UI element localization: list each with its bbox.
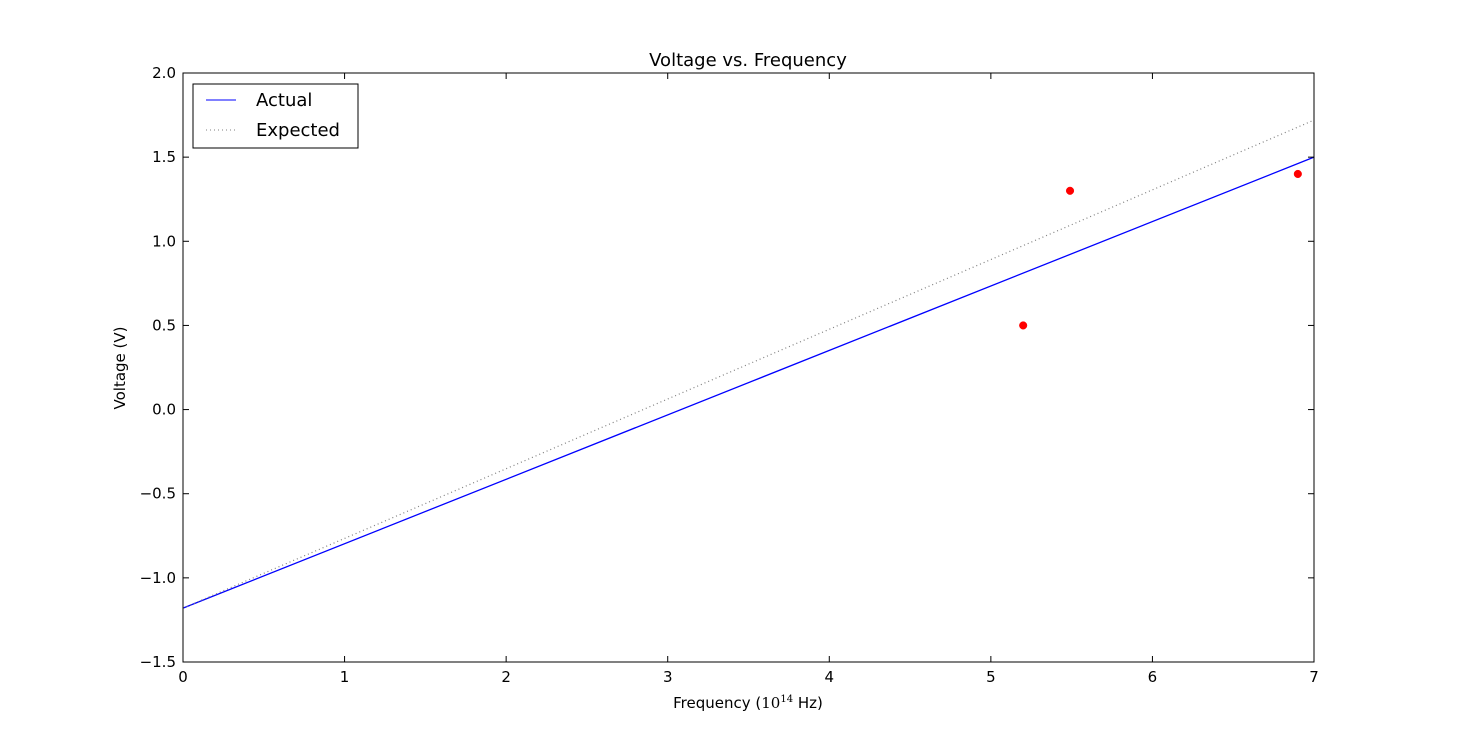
plot-points xyxy=(1019,169,1302,330)
x-tick-label: 1 xyxy=(340,668,350,686)
y-axis-label: Voltage (V) xyxy=(111,327,129,410)
x-tick-label: 7 xyxy=(1309,668,1319,686)
y-tick-label: −0.5 xyxy=(140,485,176,503)
legend: Actual Expected xyxy=(192,83,359,149)
legend-label-expected: Expected xyxy=(256,120,340,141)
y-tick-label: −1.0 xyxy=(140,569,176,587)
y-tick-label: 1.0 xyxy=(152,232,176,250)
plot-lines xyxy=(182,119,1315,609)
data-point xyxy=(1019,321,1028,330)
data-point xyxy=(1065,186,1075,195)
chart-title: Voltage vs. Frequency xyxy=(649,50,847,71)
y-tick-label: 0.5 xyxy=(152,316,176,334)
x-axis-ticks: 0 1 2 3 4 5 6 7 xyxy=(178,73,1319,686)
y-tick-label: 1.5 xyxy=(152,148,176,166)
legend-box xyxy=(192,83,359,149)
legend-label-actual: Actual xyxy=(256,90,312,111)
x-axis-label-prefix: Frequency ( xyxy=(673,694,761,712)
x-tick-label: 0 xyxy=(178,668,188,686)
x-tick-label: 4 xyxy=(825,668,835,686)
y-axis-ticks: −1.5 −1.0 −0.5 0.0 0.5 1.0 1.5 2.0 xyxy=(140,64,1314,671)
x-axis-label: Frequency (1014 Hz) xyxy=(673,694,823,712)
y-tick-label: 0.0 xyxy=(152,401,176,419)
y-tick-label: −1.5 xyxy=(140,653,176,671)
x-axis-label-base: 10 xyxy=(761,694,780,712)
x-tick-label: 5 xyxy=(986,668,996,686)
data-point xyxy=(1293,169,1302,179)
series-line-actual xyxy=(182,156,1315,609)
x-axis-label-exponent: 14 xyxy=(780,694,793,705)
x-axis-label-suffix: Hz) xyxy=(793,694,823,712)
plot-area-frame xyxy=(182,72,1315,663)
x-tick-label: 3 xyxy=(663,668,673,686)
x-tick-label: 2 xyxy=(501,668,511,686)
y-tick-label: 2.0 xyxy=(152,64,176,82)
x-tick-label: 6 xyxy=(1148,668,1158,686)
